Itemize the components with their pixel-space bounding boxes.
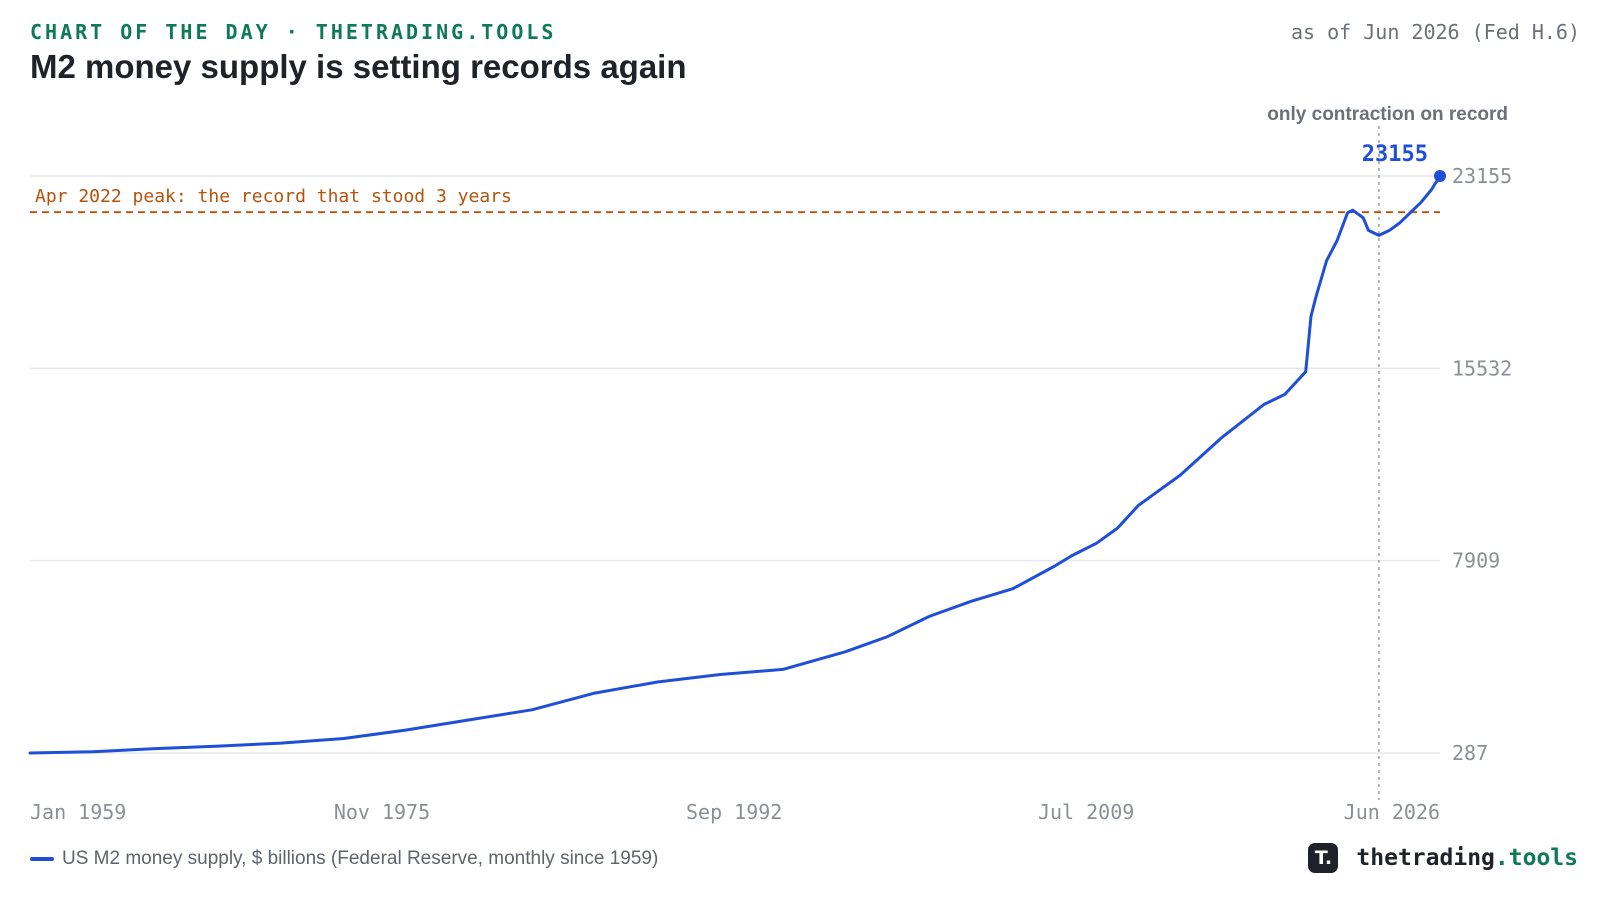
y-tick-label: 23155 xyxy=(1452,164,1512,188)
legend-label: US M2 money supply, $ billions (Federal … xyxy=(62,848,659,869)
line-chart: 287 7909 15532 23155 Jan 1959 Nov 1975 Sep 199… xyxy=(28,104,1512,824)
contraction-marker-label: only contraction on record xyxy=(1267,104,1508,125)
x-tick-label: Sep 1992 xyxy=(686,800,782,824)
brand-footer[interactable]: T. thetrading .tools xyxy=(1308,843,1578,873)
brand-name: thetrading xyxy=(1356,845,1495,871)
x-tick-label: Jun 2026 xyxy=(1344,800,1440,824)
chart-legend: US M2 money supply, $ billions (Federal … xyxy=(30,848,658,870)
brand-logo-icon: T. xyxy=(1308,843,1339,873)
x-tick-label: Jul 2009 xyxy=(1038,800,1134,824)
x-tick-label: Jan 1959 xyxy=(30,800,126,824)
y-tick-label: 7909 xyxy=(1452,549,1500,573)
as-of-date: as of Jun 2026 (Fed H.6) xyxy=(1291,20,1580,44)
last-value-label: 23155 xyxy=(1362,142,1428,167)
brand-tld: .tools xyxy=(1494,845,1578,871)
peak-reference-label: Apr 2022 peak: the record that stood 3 y… xyxy=(35,186,512,207)
x-tick-label: Nov 1975 xyxy=(334,800,430,824)
series-line-m2 xyxy=(28,174,1442,755)
y-tick-label: 15532 xyxy=(1452,356,1512,380)
chart-kicker: CHART OF THE DAY · THETRADING.TOOLS xyxy=(30,20,557,44)
y-tick-label: 287 xyxy=(1452,741,1488,765)
legend-swatch xyxy=(30,857,54,861)
last-point-marker xyxy=(1434,170,1446,182)
chart-title: M2 money supply is setting records again xyxy=(30,48,687,85)
